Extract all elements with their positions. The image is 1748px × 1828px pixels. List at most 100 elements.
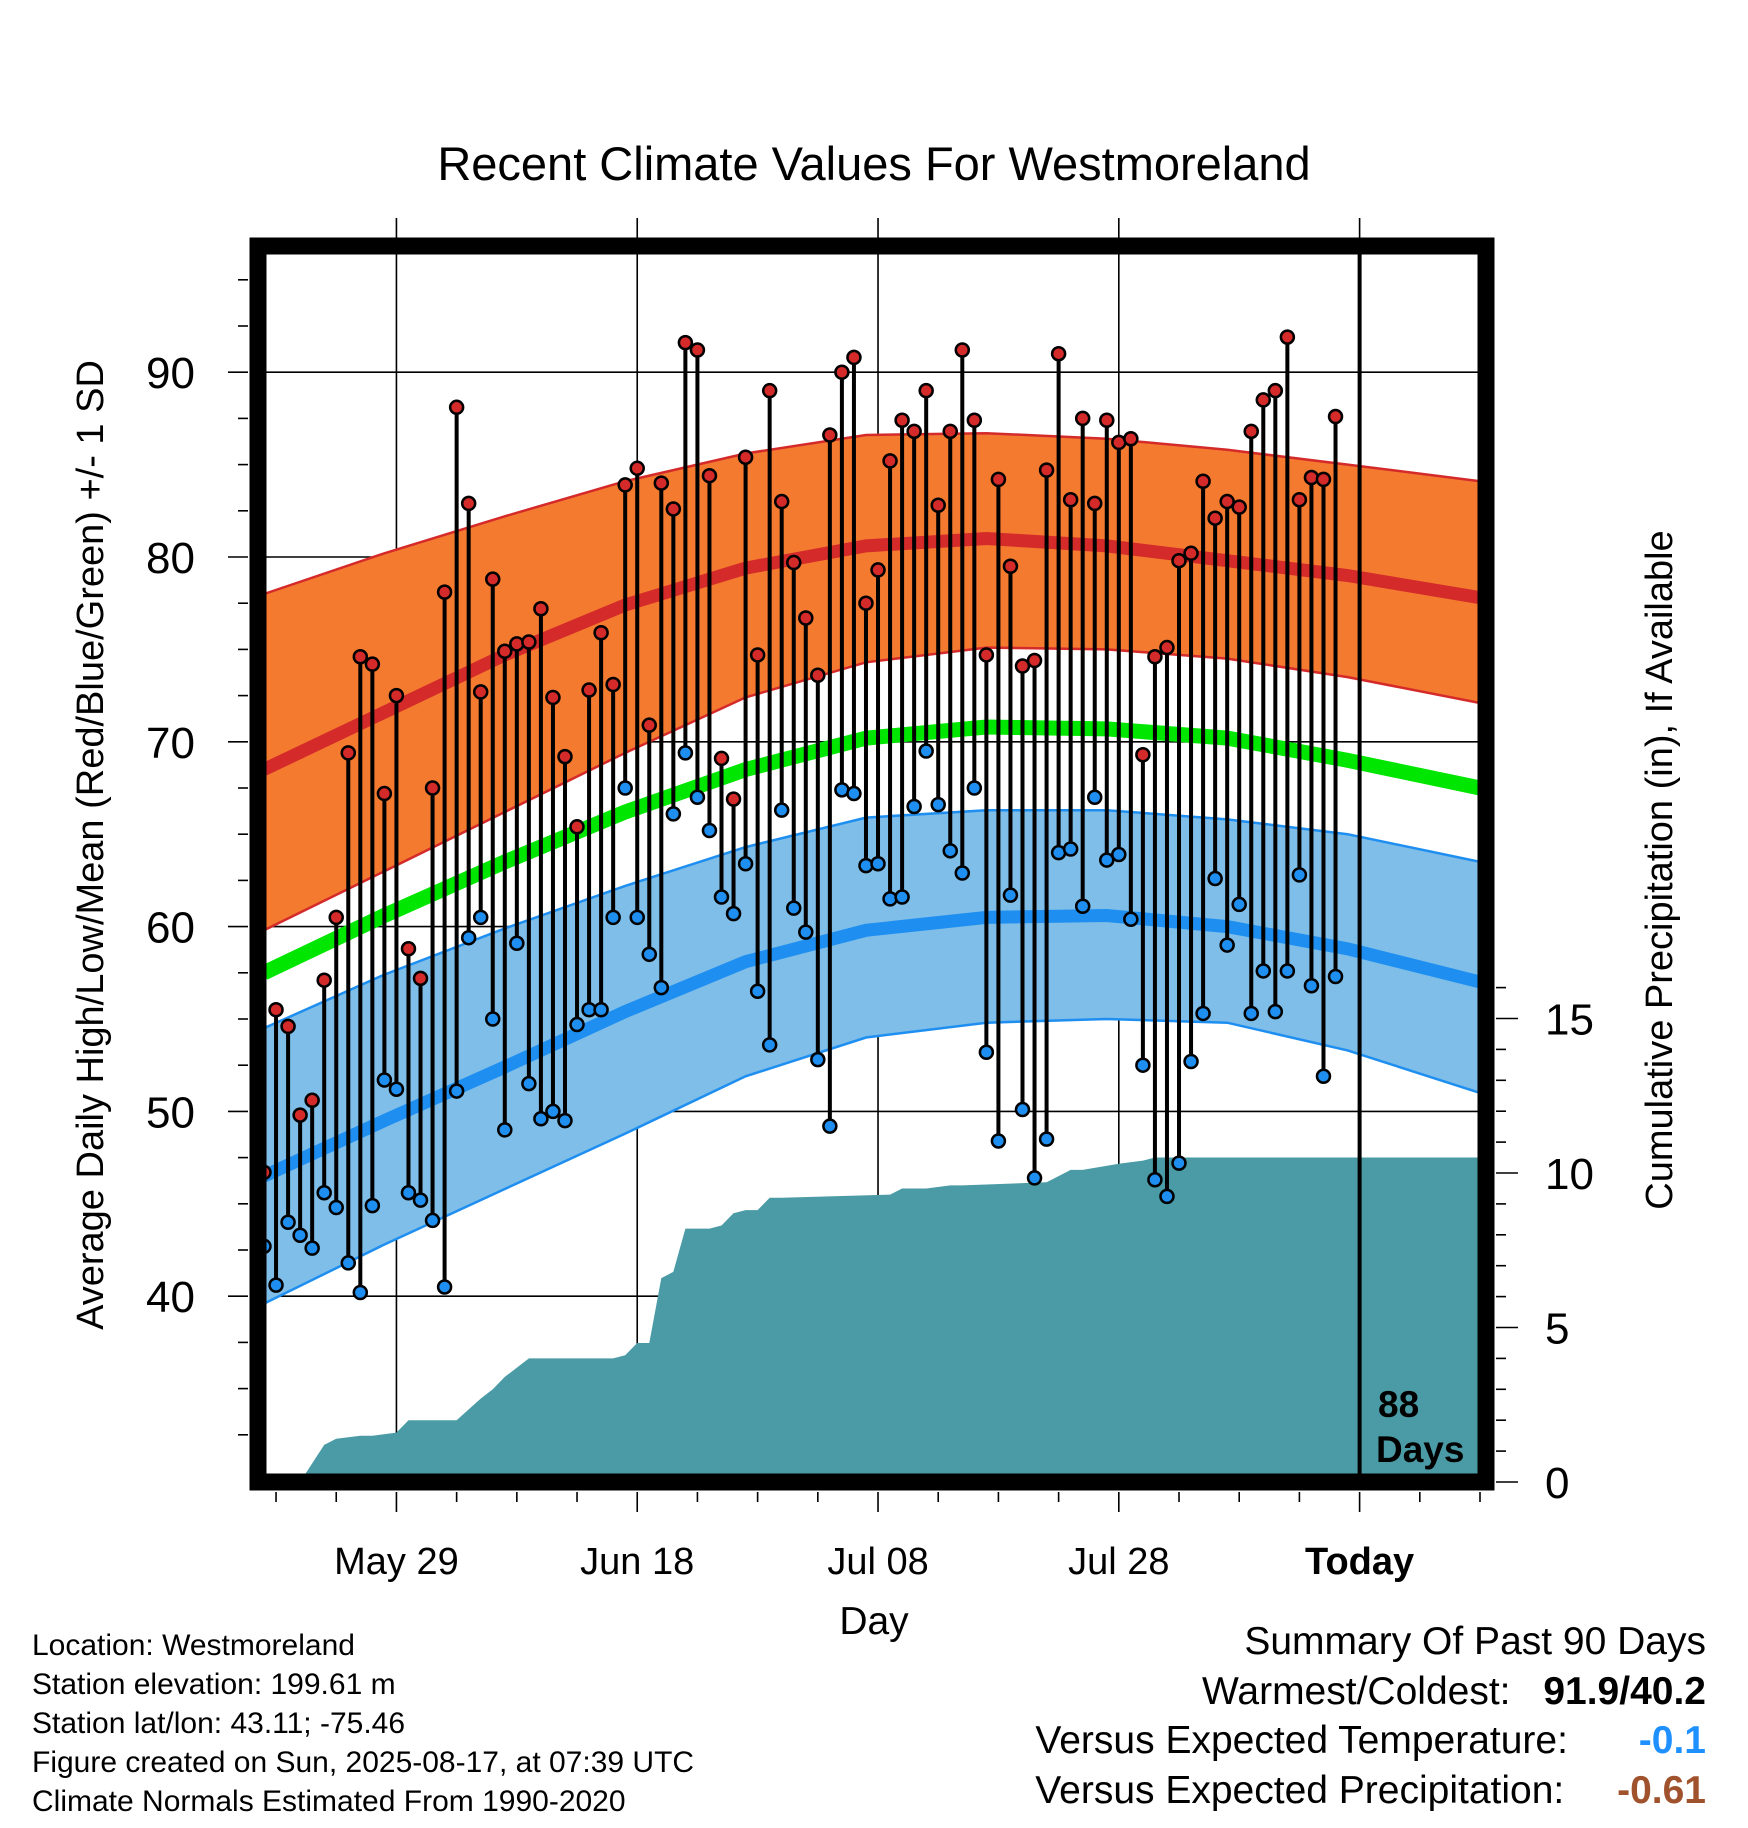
- daily-high-point: [533, 600, 549, 617]
- daily-low-point: [1279, 963, 1296, 979]
- daily-high-point: [1315, 471, 1332, 488]
- daily-high-point: [1171, 552, 1187, 569]
- daily-high-point: [1074, 410, 1091, 427]
- daily-high-point: [328, 909, 344, 926]
- daily-high-point: [388, 687, 405, 704]
- daily-low-point: [1195, 1005, 1211, 1022]
- y-tick-label: 40: [146, 1273, 195, 1322]
- y2-axis-label: Cumulative Precipitation (in), If Availa…: [1639, 530, 1681, 1209]
- daily-high-point: [364, 656, 381, 672]
- daily-high-point: [785, 554, 802, 571]
- daily-low-point: [605, 909, 621, 926]
- daily-low-point: [400, 1184, 417, 1201]
- daily-high-point: [1062, 491, 1079, 508]
- daily-low-point: [1062, 841, 1079, 857]
- daily-high-point: [1026, 652, 1043, 669]
- daily-high-point: [713, 750, 730, 767]
- daily-high-point: [316, 972, 332, 988]
- daily-low-point: [1207, 870, 1223, 887]
- daily-high-point: [557, 748, 573, 765]
- daily-low-point: [412, 1192, 429, 1208]
- daily-low-point: [725, 905, 742, 922]
- daily-high-point: [1195, 473, 1211, 489]
- normal-low-line: [261, 908, 1482, 1183]
- daily-low-point: [569, 1016, 585, 1033]
- daily-high-point: [292, 1107, 308, 1123]
- daily-high-point: [810, 667, 826, 684]
- daily-high-point: [1123, 430, 1139, 447]
- daily-high-point: [1279, 329, 1296, 345]
- location-text: Location: Westmoreland: [32, 1629, 355, 1662]
- daily-low-point: [593, 1002, 609, 1018]
- daily-low-point: [785, 900, 802, 916]
- y-tick-label: 60: [146, 904, 195, 953]
- y-axis-label: Average Daily High/Low/Mean (Red/Blue/Gr…: [70, 360, 112, 1330]
- daily-low-point: [617, 780, 633, 796]
- daily-low-point: [1026, 1170, 1043, 1186]
- daily-high-point: [400, 941, 417, 957]
- y-tick-label: 80: [146, 534, 195, 583]
- daily-high-point: [268, 1002, 284, 1018]
- daily-high-point: [1291, 491, 1308, 508]
- x-tick-label: Jun 18: [580, 1541, 694, 1583]
- daily-high-point: [641, 717, 658, 733]
- daily-high-point: [798, 610, 814, 626]
- daily-high-point: [689, 342, 706, 358]
- daily-high-point: [942, 423, 959, 440]
- daily-low-point: [1255, 963, 1272, 979]
- daily-low-point: [1099, 852, 1115, 868]
- daily-low-point: [906, 798, 922, 815]
- daily-low-point: [677, 745, 694, 761]
- daily-high-point: [1159, 639, 1175, 656]
- daily-high-point: [930, 497, 946, 514]
- daily-low-point: [364, 1197, 381, 1214]
- x-tick-label: Jul 08: [827, 1541, 928, 1583]
- daily-high-point: [376, 785, 393, 802]
- daily-low-point: [340, 1255, 357, 1271]
- daily-high-point: [834, 364, 850, 380]
- daily-high-point: [1099, 412, 1115, 428]
- daily-low-point: [1183, 1053, 1199, 1070]
- daily-high-point: [412, 970, 429, 987]
- daily-high-point: [822, 427, 838, 443]
- daily-high-point: [1327, 408, 1344, 425]
- daily-low-point: [870, 856, 886, 872]
- daily-low-point: [268, 1277, 284, 1293]
- daily-high-point: [581, 682, 597, 698]
- daily-high-point: [280, 1018, 296, 1035]
- today-days-label: Days: [1376, 1429, 1464, 1470]
- daily-low-point: [1002, 887, 1019, 903]
- daily-low-point: [689, 789, 706, 805]
- daily-low-point: [304, 1240, 320, 1256]
- daily-low-point: [352, 1284, 369, 1301]
- daily-low-point: [533, 1111, 549, 1127]
- summary-warmest-row: Warmest/Coldest: 91.9/40.2: [1035, 1667, 1706, 1717]
- plot-frame: [249, 237, 1495, 1491]
- summary-precip-row: Versus Expected Precipitation: -0.61: [1035, 1766, 1706, 1816]
- daily-high-point: [1231, 499, 1247, 515]
- axes: 40 50 60 70 80 90 0 5 10 15 May 29 Jun 18 Jul 08 Jul …: [146, 218, 1594, 1583]
- daily-high-point: [1255, 392, 1272, 408]
- precipitation-area: [264, 1157, 1480, 1482]
- y-tick-label: 70: [146, 719, 195, 768]
- daily-high-point: [1243, 423, 1259, 440]
- daily-low-point: [1123, 911, 1139, 927]
- x-tick-label: Jul 28: [1068, 1541, 1169, 1583]
- daily-high-point: [352, 649, 369, 665]
- daily-high-point: [1147, 649, 1163, 665]
- low-lower-edge: [263, 1017, 1481, 1305]
- daily-high-point: [436, 584, 453, 600]
- daily-high-point: [858, 595, 874, 611]
- daily-low-point: [1135, 1057, 1151, 1073]
- daily-low-point: [557, 1112, 573, 1129]
- daily-low-point: [1014, 1101, 1031, 1118]
- daily-low-point: [1341, 0, 1354, 7]
- daily-low-point: [918, 743, 934, 759]
- temp-anomaly-label: Versus Expected Temperature:: [1035, 1719, 1568, 1762]
- daily-low-point: [701, 822, 718, 839]
- daily-high-point: [521, 634, 537, 650]
- daily-low-point: [1074, 898, 1091, 915]
- daily-high-point: [1050, 345, 1067, 362]
- daily-high-point: [629, 460, 645, 477]
